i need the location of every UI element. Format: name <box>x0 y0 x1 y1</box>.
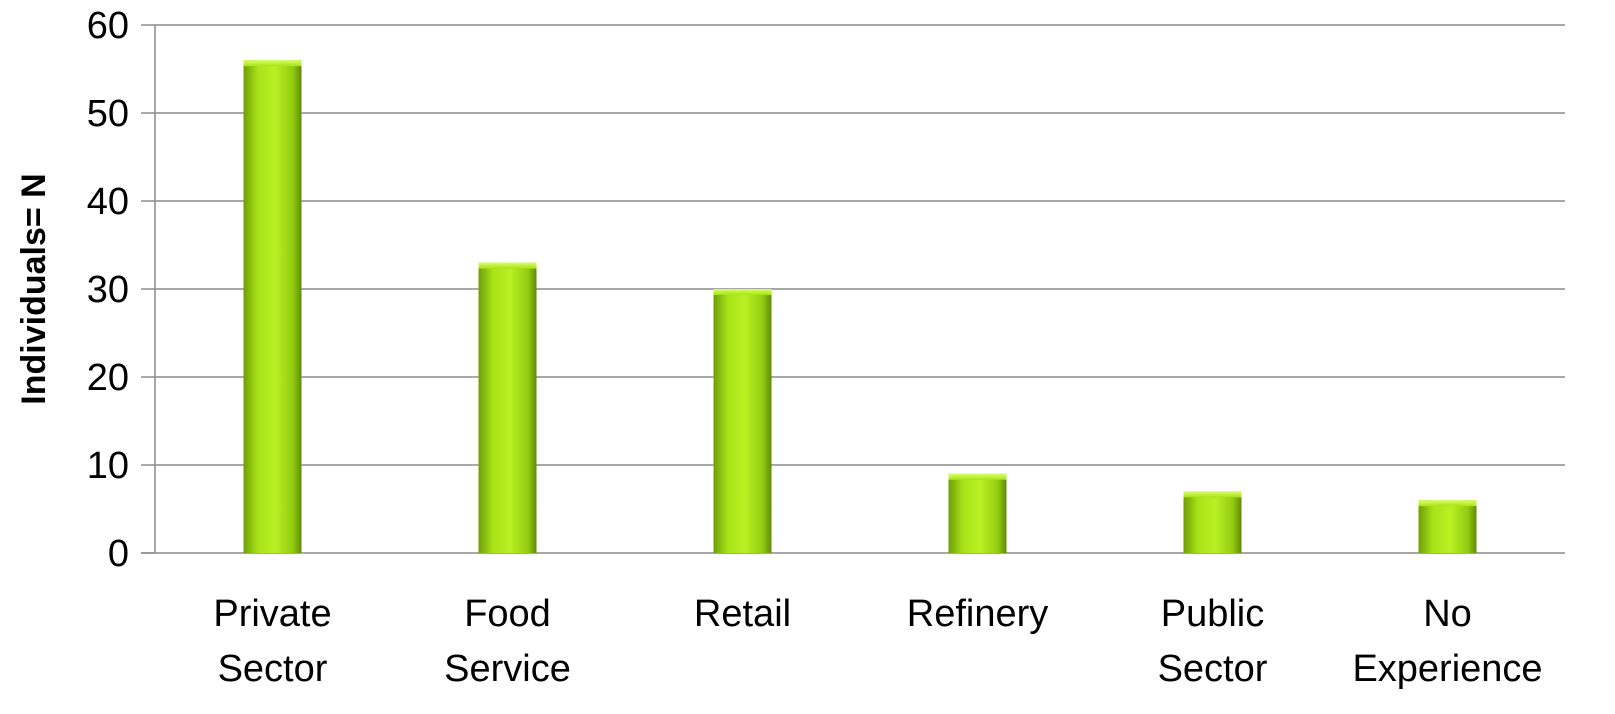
x-category-label: Private Sector <box>213 593 331 690</box>
bar-body <box>1418 500 1477 553</box>
y-tick-label: 10 <box>87 445 129 487</box>
bar-body <box>713 289 772 553</box>
bar <box>713 289 772 553</box>
bar-top-bevel <box>1418 500 1477 507</box>
x-category-label-line: Private <box>213 593 331 635</box>
x-category-label-line: Service <box>444 648 571 690</box>
y-axis-title: Individuals= N <box>15 173 53 404</box>
bar <box>1418 500 1477 553</box>
y-tick-label: 30 <box>87 269 129 311</box>
bar <box>948 473 1007 553</box>
x-category-label-line: Retail <box>694 593 791 635</box>
bar <box>243 60 302 553</box>
bar-top-bevel <box>713 289 772 295</box>
bar-top-bevel <box>478 262 537 269</box>
x-category-labels: Private Sector Food Service Retail Refinery Pu… <box>213 593 1542 690</box>
x-category-label-line: Sector <box>1158 648 1268 690</box>
x-category-label: Public Sector <box>1158 593 1268 690</box>
x-category-label-line: No <box>1423 593 1472 635</box>
bar-top-bevel <box>1183 491 1242 498</box>
gridlines <box>155 24 1565 466</box>
y-tick-label: 60 <box>87 5 129 47</box>
axes <box>141 24 1565 554</box>
bar-top-bevel <box>948 473 1007 480</box>
y-tick-label: 20 <box>87 357 129 399</box>
x-category-label-line: Public <box>1161 593 1265 635</box>
x-category-label-line: Food <box>464 593 551 635</box>
bar-top-bevel <box>243 60 302 67</box>
y-tick-labels: 0 10 20 30 40 50 60 <box>87 5 129 575</box>
bar <box>1183 491 1242 553</box>
bar <box>478 262 537 553</box>
x-category-label: Refinery <box>907 593 1049 635</box>
x-category-label: No Experience <box>1352 593 1542 690</box>
x-category-label: Food Service <box>444 593 571 690</box>
bar-body <box>1183 491 1242 553</box>
x-category-label-line: Refinery <box>907 593 1049 635</box>
bar-body <box>243 60 302 553</box>
bar-body <box>478 262 537 553</box>
x-category-label: Retail <box>694 593 791 635</box>
y-tick-label: 50 <box>87 93 129 135</box>
x-category-label-line: Experience <box>1352 648 1542 690</box>
x-category-label-line: Sector <box>218 648 328 690</box>
bar-body <box>948 473 1007 553</box>
bars <box>243 60 1477 553</box>
y-tick-label: 40 <box>87 181 129 223</box>
y-tick-label: 0 <box>108 533 129 575</box>
